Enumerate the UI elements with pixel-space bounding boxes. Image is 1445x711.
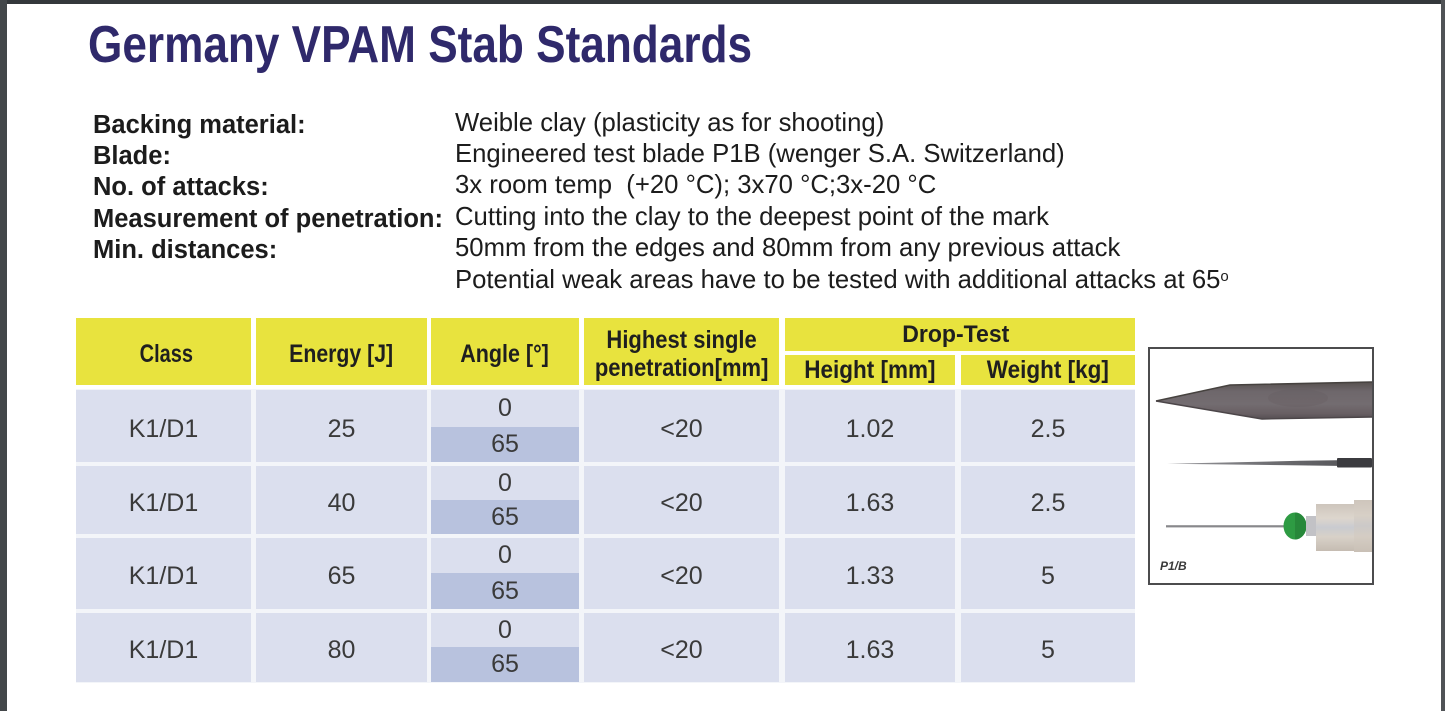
svg-text:P1/B: P1/B [1160, 559, 1187, 573]
